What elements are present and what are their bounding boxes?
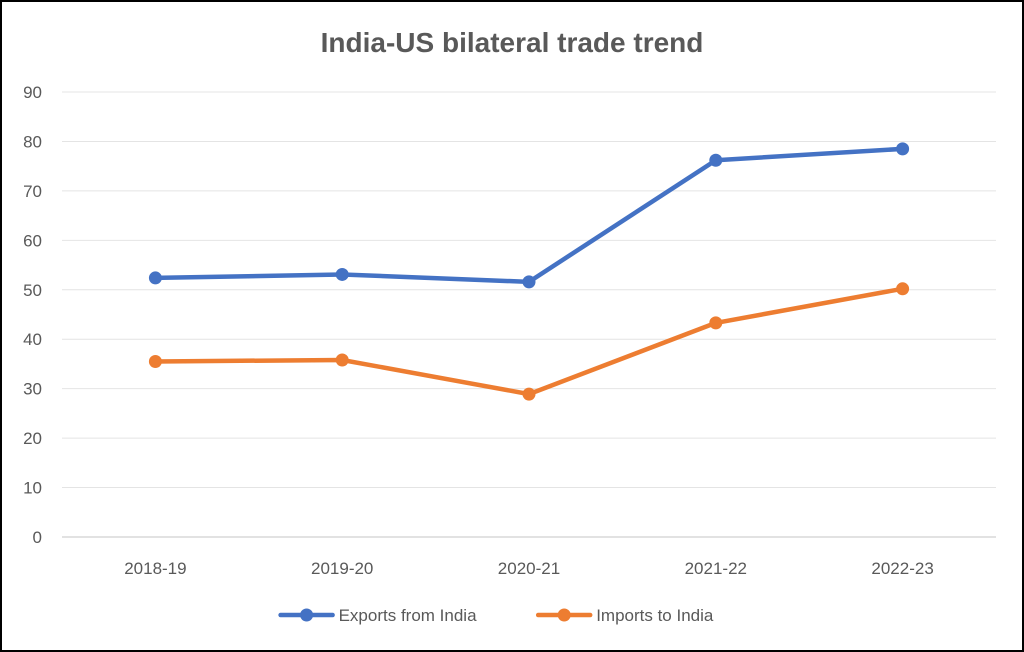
legend-label: Imports to India [596, 606, 714, 625]
legend-label: Exports from India [339, 606, 477, 625]
y-tick-label: 90 [23, 83, 42, 102]
x-tick-label: 2022-23 [871, 559, 933, 578]
series-lines [148, 142, 910, 401]
data-point [335, 267, 349, 281]
y-tick-label: 10 [23, 479, 42, 498]
data-point [709, 316, 723, 330]
y-tick-label: 80 [23, 132, 42, 151]
data-point [335, 353, 349, 367]
x-tick-label: 2018-19 [124, 559, 186, 578]
legend-item: Imports to India [535, 606, 714, 625]
series-1 [148, 142, 910, 289]
legend-marker [557, 608, 571, 622]
legend-marker [300, 608, 314, 622]
gridlines [62, 91, 996, 538]
y-tick-label: 40 [23, 330, 42, 349]
series-2 [148, 282, 910, 401]
y-tick-label: 30 [23, 380, 42, 399]
y-tick-label: 70 [23, 182, 42, 201]
legend: Exports from India Imports to India [278, 606, 714, 625]
chart-title: India-US bilateral trade trend [321, 27, 704, 58]
data-point [148, 271, 162, 285]
y-axis-ticks: 0 10 20 30 40 50 60 70 80 90 [23, 83, 42, 547]
x-tick-label: 2019-20 [311, 559, 373, 578]
x-axis-ticks: 2018-19 2019-20 2020-21 2021-22 2022-23 [124, 559, 934, 578]
series-line [153, 146, 905, 285]
y-tick-label: 50 [23, 281, 42, 300]
y-tick-label: 20 [23, 429, 42, 448]
x-tick-label: 2020-21 [498, 559, 560, 578]
legend-item: Exports from India [278, 606, 477, 625]
data-point [522, 275, 536, 289]
data-point [896, 142, 910, 156]
data-point [148, 354, 162, 368]
series-line [153, 286, 905, 397]
data-point [896, 282, 910, 296]
y-tick-label: 0 [33, 528, 42, 547]
data-point [522, 387, 536, 401]
x-tick-label: 2021-22 [685, 559, 747, 578]
y-tick-label: 60 [23, 231, 42, 250]
data-point [709, 153, 723, 167]
